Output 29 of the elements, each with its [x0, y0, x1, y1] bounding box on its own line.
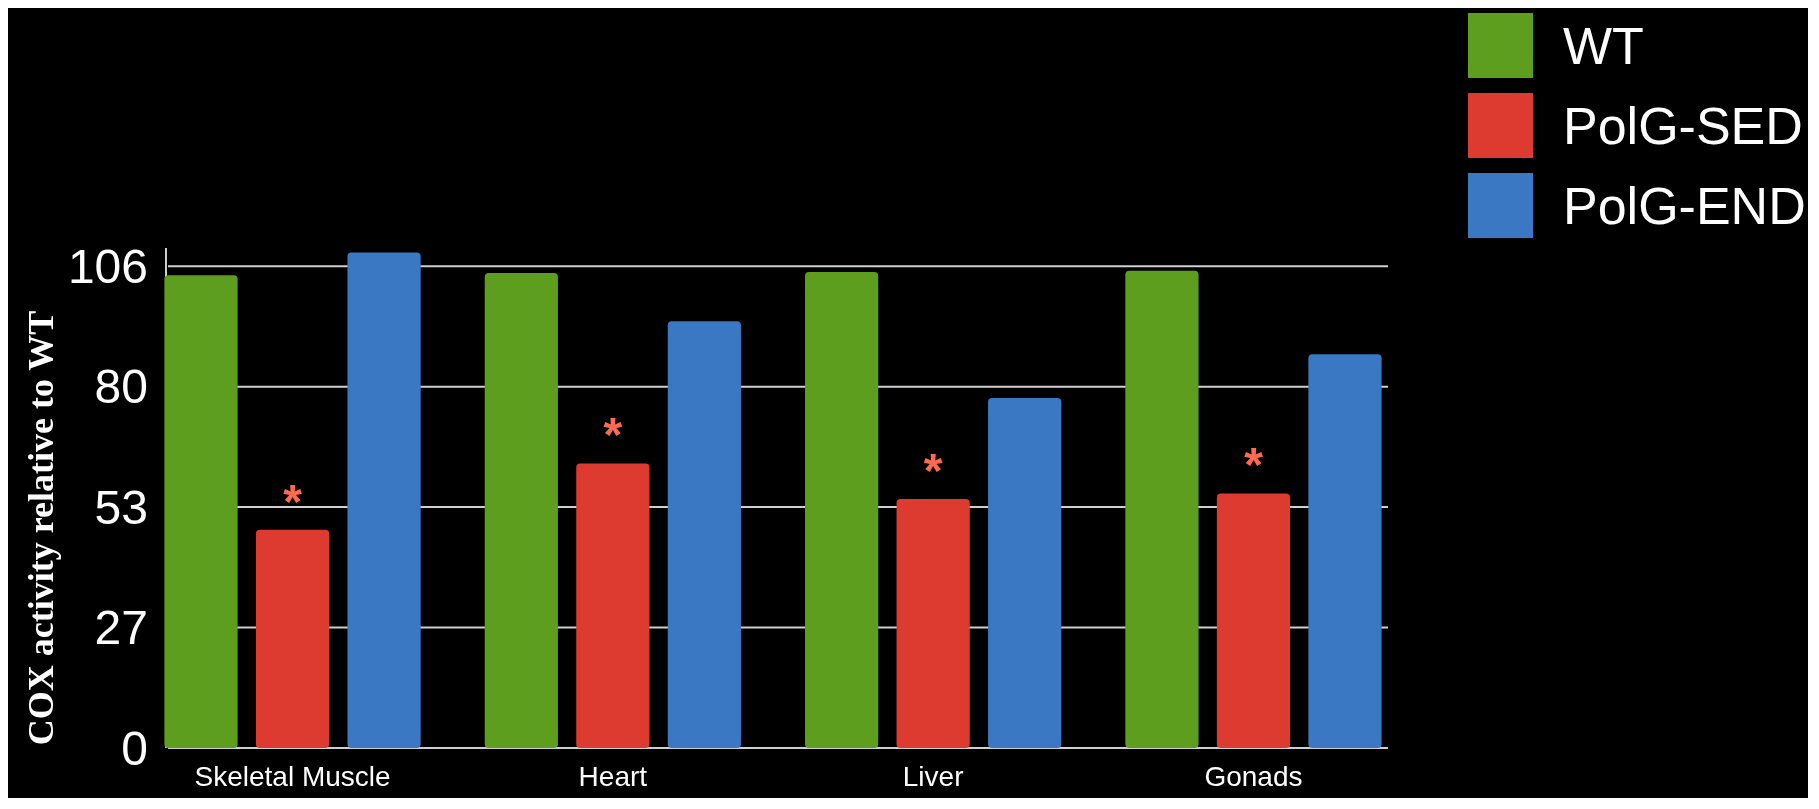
bar: [1125, 270, 1199, 748]
bar: [988, 398, 1062, 748]
bar: [1216, 493, 1291, 748]
bar: [484, 273, 558, 748]
bar: [255, 529, 330, 748]
x-tick-label: Gonads: [1204, 761, 1303, 792]
y-tick-label: 106: [67, 239, 148, 293]
y-tick-label: 27: [94, 601, 148, 655]
annotation: *: [283, 474, 303, 528]
legend-label: PolG-SED: [1563, 97, 1803, 156]
legend-label: PolG-END: [1563, 177, 1806, 236]
annotation: *: [923, 443, 943, 497]
bar: [1308, 354, 1382, 748]
x-tick-label: Heart: [578, 761, 648, 792]
y-axis-title: COX activity relative to WT: [21, 310, 61, 746]
annotation: *: [603, 408, 623, 462]
y-tick-label: 53: [94, 480, 148, 534]
annotation: *: [1244, 438, 1264, 492]
y-tick-label: 80: [94, 360, 148, 414]
bar: [667, 321, 741, 748]
bar: [576, 463, 650, 748]
x-tick-label: Skeletal Muscle: [194, 761, 391, 792]
y-tick-label: 0: [121, 721, 148, 775]
x-tick-label: Liver: [902, 761, 964, 792]
bar: [805, 272, 879, 748]
bar: [164, 275, 238, 748]
bar: [347, 252, 421, 748]
legend-label: WT: [1563, 17, 1644, 76]
bar: [896, 498, 970, 748]
